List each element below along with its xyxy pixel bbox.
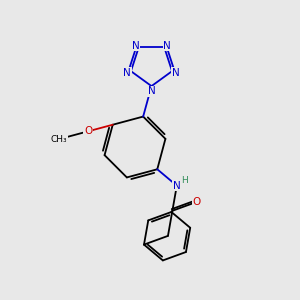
Text: H: H bbox=[182, 176, 188, 185]
Text: N: N bbox=[132, 40, 140, 50]
Text: N: N bbox=[172, 68, 179, 78]
Text: N: N bbox=[148, 86, 156, 97]
Text: CH₃: CH₃ bbox=[51, 135, 68, 144]
Text: O: O bbox=[193, 197, 201, 207]
Text: N: N bbox=[124, 68, 131, 78]
Text: N: N bbox=[163, 40, 171, 50]
Text: N: N bbox=[173, 181, 181, 191]
Text: O: O bbox=[84, 126, 92, 136]
